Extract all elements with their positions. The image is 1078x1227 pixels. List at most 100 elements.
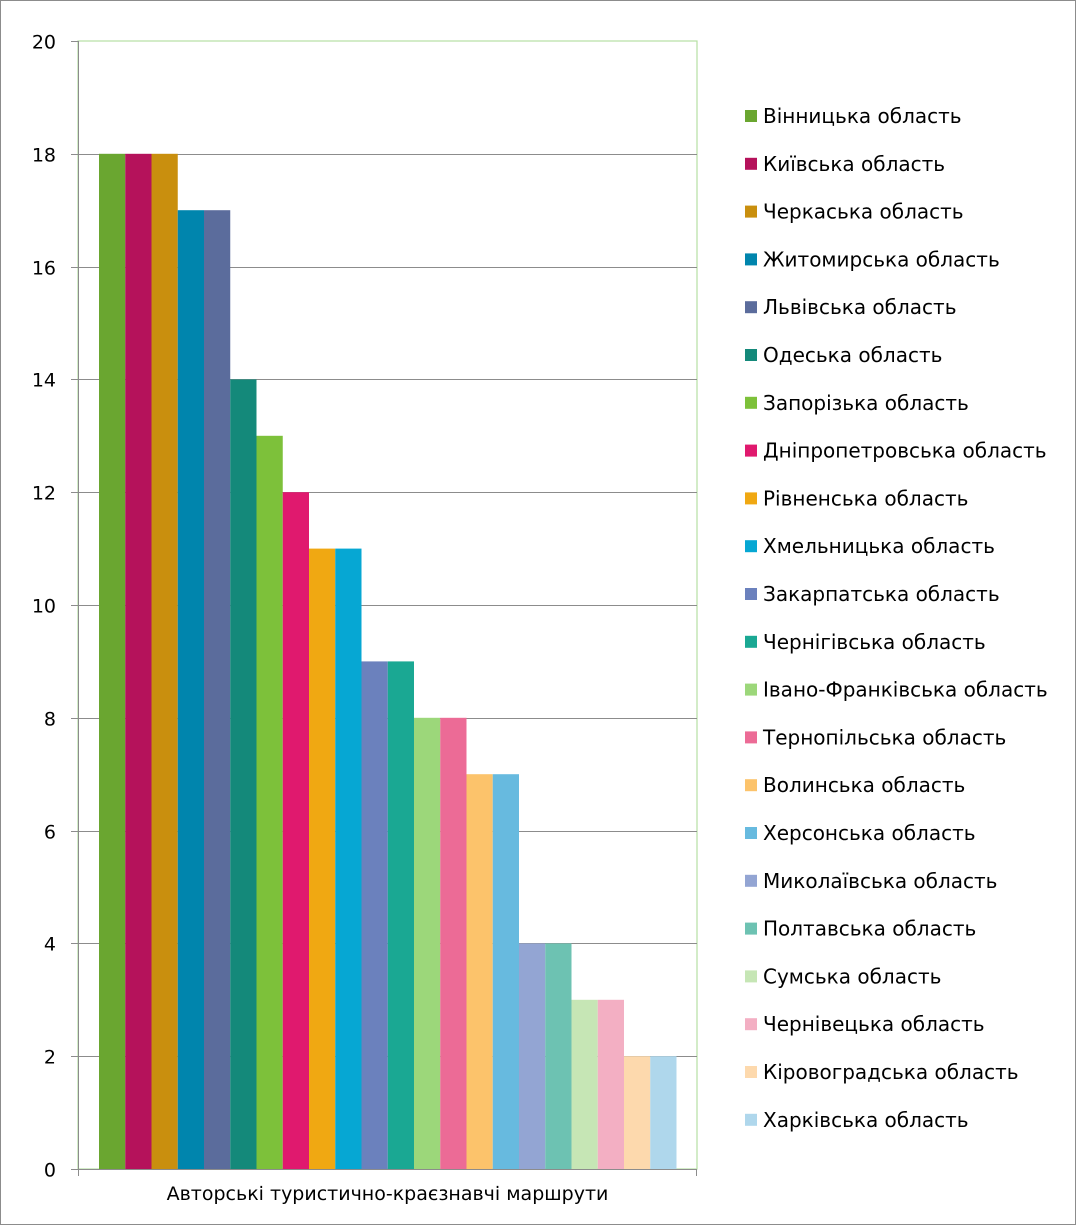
legend-item: Полтавська область bbox=[745, 917, 976, 941]
legend-item: Дніпропетровська область bbox=[745, 439, 1047, 463]
y-tick-label: 14 bbox=[32, 370, 56, 392]
bar bbox=[597, 999, 624, 1169]
legend-swatch bbox=[745, 874, 757, 887]
legend-swatch bbox=[745, 157, 757, 170]
legend-item: Івано-Франківська область bbox=[745, 678, 1048, 702]
legend-label: Рівненська область bbox=[763, 486, 968, 510]
legend-swatch bbox=[745, 301, 757, 314]
bar bbox=[387, 661, 414, 1169]
bar bbox=[545, 943, 572, 1169]
legend-item: Сумська область bbox=[745, 964, 941, 988]
legend-label: Полтавська область bbox=[763, 917, 976, 941]
legend-label: Дніпропетровська область bbox=[763, 439, 1047, 463]
legend-item: Чернігівська область bbox=[745, 630, 986, 654]
bar bbox=[151, 153, 178, 1170]
legend-label: Київська область bbox=[763, 152, 945, 176]
legend-swatch bbox=[745, 444, 757, 457]
legend: Вінницька область Київська область Черкась… bbox=[745, 104, 1048, 1132]
legend-label: Запорізька область bbox=[763, 391, 969, 415]
axes bbox=[71, 41, 697, 1176]
legend-item: Чернівецька область bbox=[745, 1012, 985, 1036]
y-tick-label: 6 bbox=[44, 822, 56, 844]
legend-label: Львівська область bbox=[763, 295, 956, 319]
legend-label: Кіровоградська область bbox=[763, 1060, 1019, 1084]
y-tick-labels: 0 2 4 6 8 10 12 14 16 18 20 bbox=[32, 32, 56, 1182]
bar bbox=[650, 1056, 677, 1169]
legend-item: Черкаська область bbox=[745, 200, 964, 224]
legend-label: Житомирська область bbox=[763, 247, 1000, 271]
legend-swatch bbox=[745, 110, 757, 122]
y-tick-label: 12 bbox=[32, 483, 56, 505]
y-tick-label: 8 bbox=[44, 709, 56, 731]
legend-label: Вінницька область bbox=[763, 104, 962, 128]
y-tick-label: 10 bbox=[32, 596, 56, 618]
bar bbox=[204, 210, 231, 1169]
bar bbox=[309, 548, 336, 1169]
legend-item: Миколаївська область bbox=[745, 869, 997, 893]
category-labels: Авторські туристично-краєзнавчі маршрути bbox=[167, 1183, 609, 1205]
legend-item: Запорізька область bbox=[745, 391, 969, 415]
legend-label: Чернівецька область bbox=[763, 1012, 985, 1036]
legend-label: Хмельницька область bbox=[763, 534, 995, 558]
legend-swatch bbox=[745, 922, 757, 935]
legend-item: Одеська область bbox=[745, 343, 942, 367]
legend-label: Харківська область bbox=[763, 1108, 969, 1132]
legend-swatch bbox=[745, 588, 757, 600]
bar bbox=[414, 717, 441, 1169]
y-tick-label: 0 bbox=[44, 1160, 56, 1182]
legend-label: Сумська область bbox=[763, 964, 941, 988]
bar bbox=[571, 999, 598, 1169]
legend-item: Закарпатська область bbox=[745, 582, 1000, 606]
legend-item: Львівська область bbox=[745, 295, 956, 319]
legend-label: Миколаївська область bbox=[763, 869, 997, 893]
y-tick-label: 4 bbox=[44, 934, 56, 956]
bar bbox=[256, 435, 283, 1169]
legend-item: Кіровоградська область bbox=[745, 1060, 1019, 1084]
legend-item: Рівненська область bbox=[745, 486, 968, 510]
legend-swatch bbox=[745, 1066, 757, 1078]
legend-swatch bbox=[745, 540, 757, 553]
legend-item: Хмельницька область bbox=[745, 534, 995, 558]
legend-swatch bbox=[745, 396, 757, 409]
legend-item: Харківська область bbox=[745, 1108, 969, 1132]
bar bbox=[125, 153, 152, 1170]
legend-label: Івано-Франківська область bbox=[763, 678, 1048, 702]
y-tick-label: 16 bbox=[32, 258, 56, 280]
bar bbox=[466, 774, 493, 1169]
bar bbox=[624, 1056, 651, 1169]
legend-swatch bbox=[745, 731, 757, 744]
legend-swatch bbox=[745, 970, 757, 983]
legend-label: Чернігівська область bbox=[763, 630, 986, 654]
bars bbox=[99, 153, 677, 1170]
legend-label: Черкаська область bbox=[763, 200, 964, 224]
legend-label: Тернопільська область bbox=[762, 725, 1006, 749]
legend-swatch bbox=[745, 683, 757, 696]
legend-swatch bbox=[745, 1018, 757, 1031]
legend-swatch bbox=[745, 492, 757, 505]
legend-swatch bbox=[745, 635, 757, 648]
legend-swatch bbox=[745, 827, 757, 839]
legend-swatch bbox=[745, 253, 757, 266]
legend-swatch bbox=[745, 349, 757, 361]
y-tick-label: 18 bbox=[32, 145, 56, 167]
legend-item: Волинська область bbox=[745, 773, 965, 797]
bar bbox=[282, 492, 309, 1169]
bar bbox=[230, 379, 257, 1169]
bar bbox=[361, 661, 388, 1169]
legend-label: Закарпатська область bbox=[763, 582, 1000, 606]
legend-label: Одеська область bbox=[763, 343, 942, 367]
legend-item: Вінницька область bbox=[745, 104, 962, 128]
bar bbox=[492, 774, 519, 1169]
bar bbox=[335, 548, 362, 1169]
legend-label: Херсонська область bbox=[763, 821, 976, 845]
bar bbox=[519, 943, 546, 1169]
legend-swatch bbox=[745, 205, 757, 218]
bar bbox=[440, 717, 467, 1169]
legend-item: Київська область bbox=[745, 152, 945, 176]
y-tick-label: 20 bbox=[32, 32, 56, 54]
bar bbox=[99, 153, 126, 1170]
legend-swatch bbox=[745, 779, 757, 792]
legend-item: Житомирська область bbox=[745, 247, 1000, 271]
